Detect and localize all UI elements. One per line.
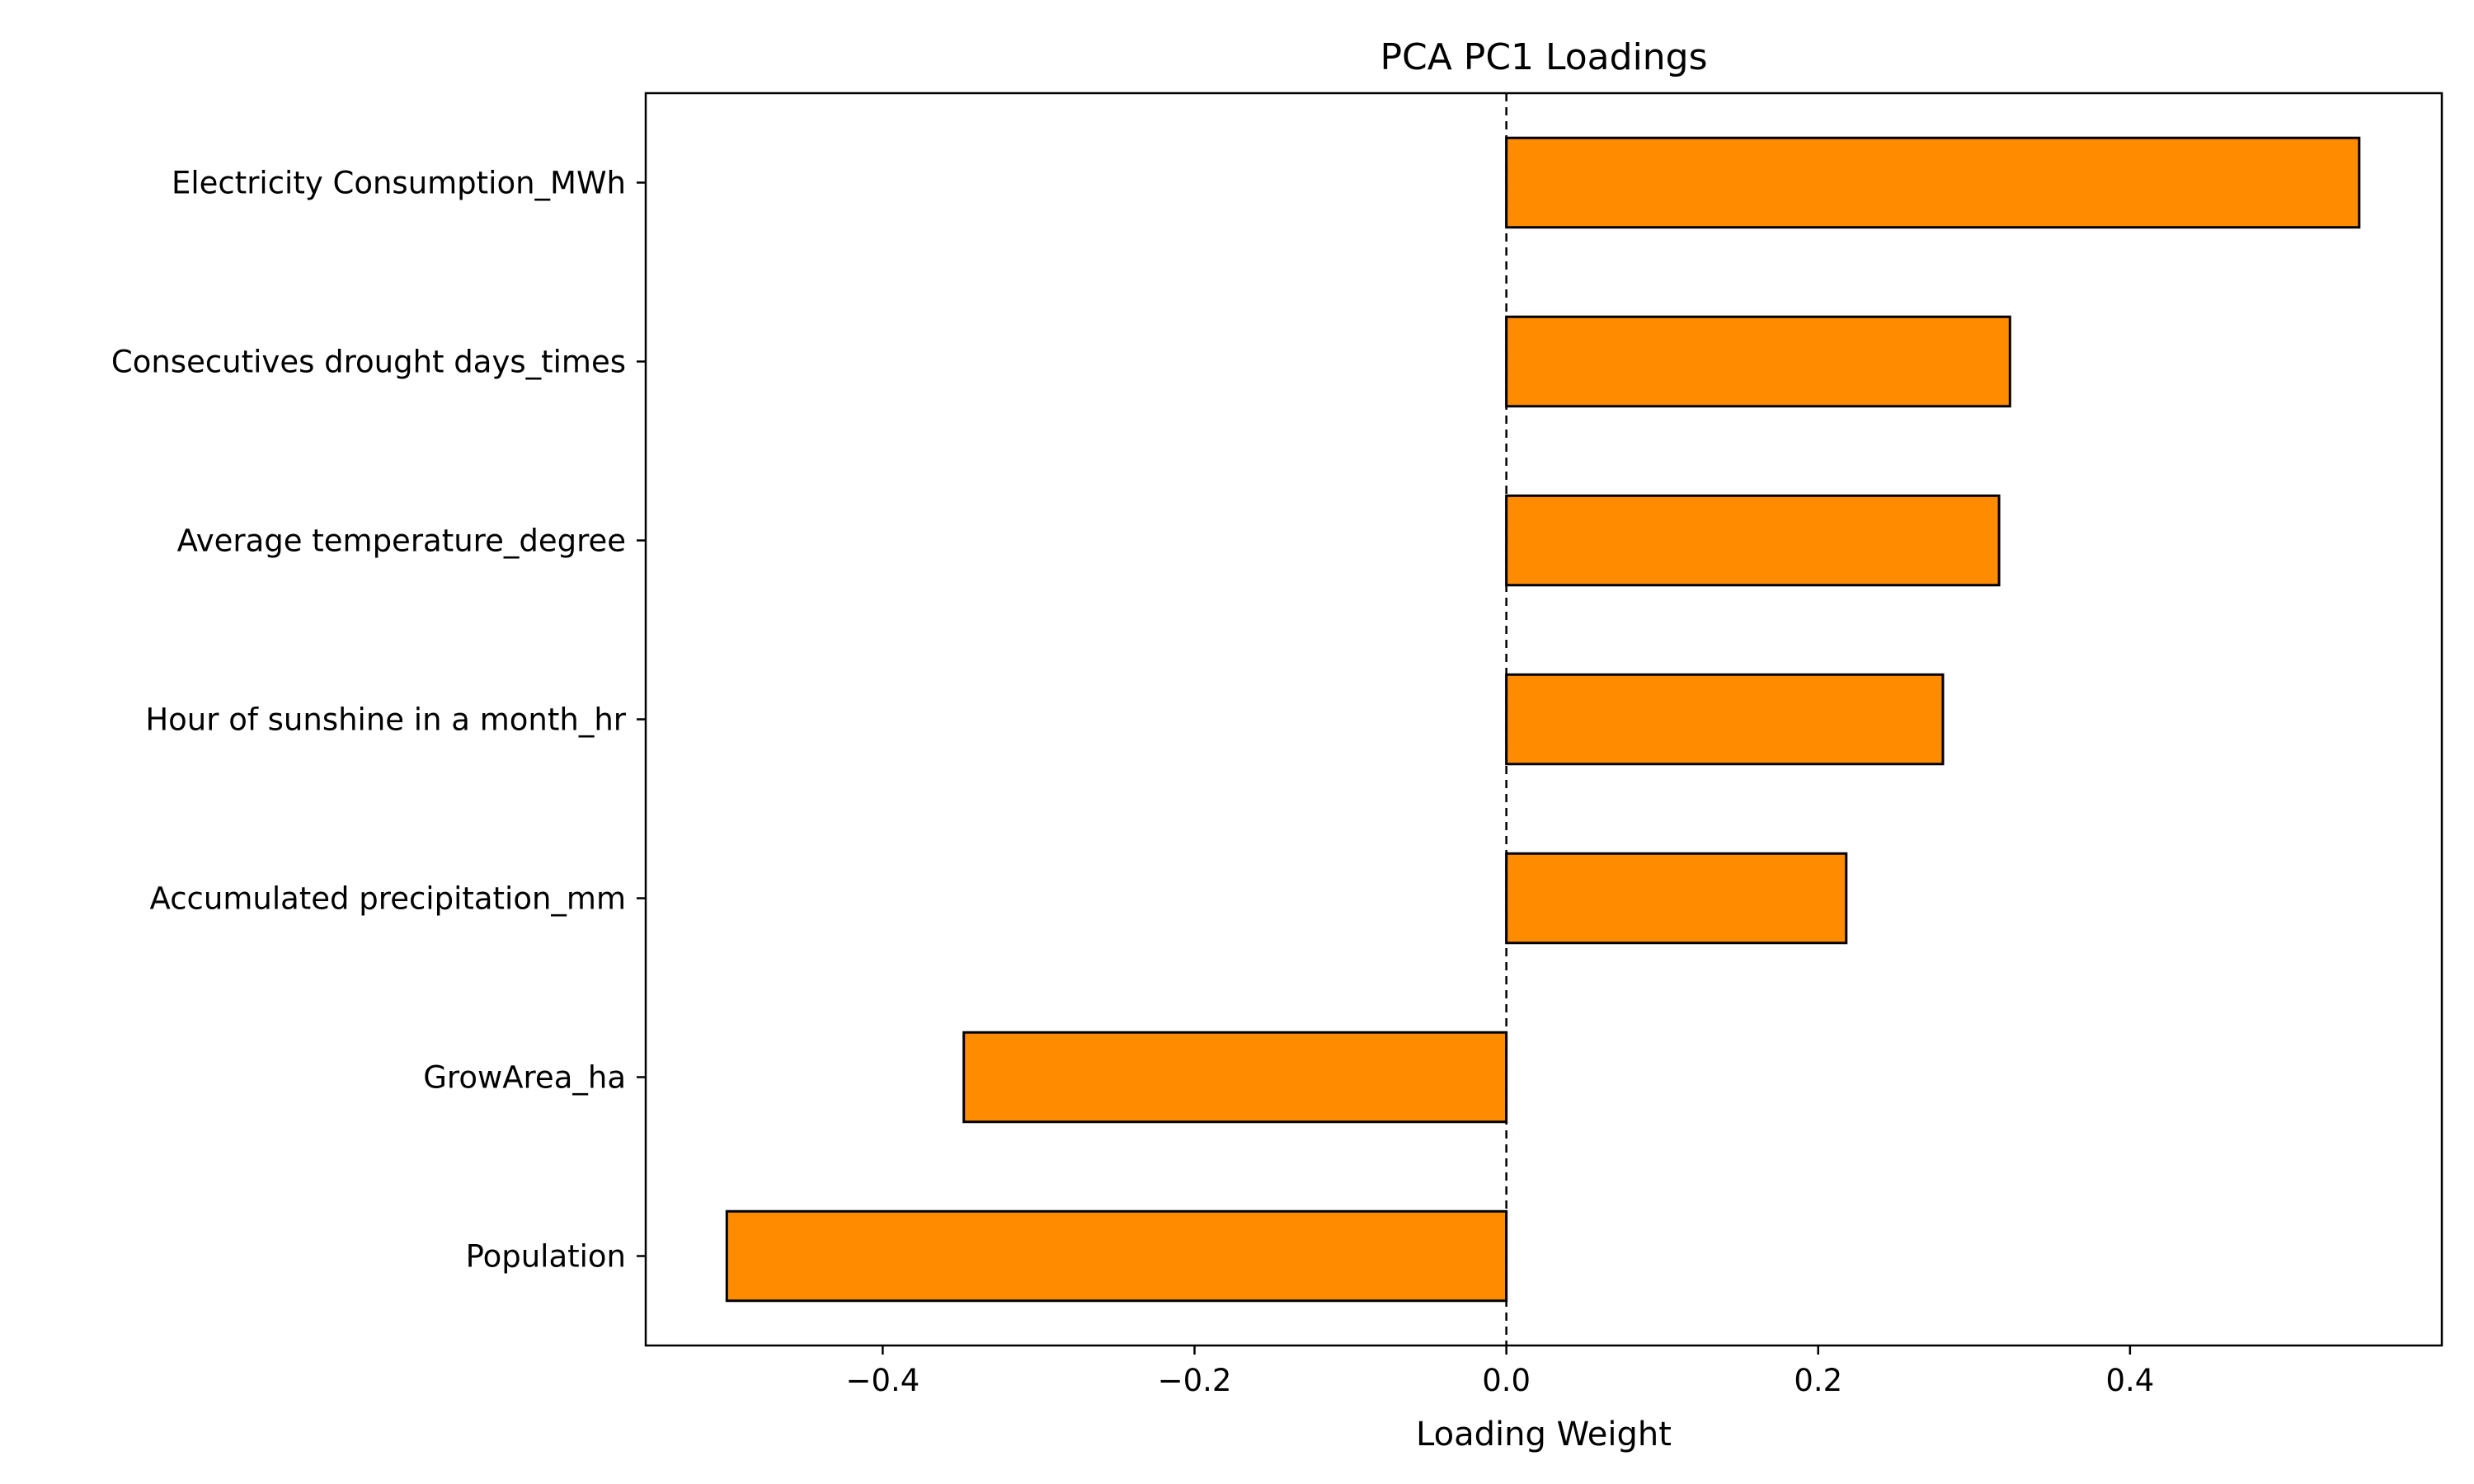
- bars-group: [725, 136, 2361, 1303]
- y-tick-label: Electricity Consumption_MWh: [172, 166, 626, 201]
- bar-3: [1505, 673, 1945, 766]
- bar-4: [1505, 852, 1848, 945]
- x-axis: −0.4 −0.2 0.0 0.2 0.4: [845, 1345, 2154, 1398]
- y-tick-label: Hour of sunshine in a month_hr: [145, 702, 626, 738]
- x-axis-label: Loading Weight: [1416, 1416, 1672, 1453]
- x-tick-label: −0.4: [845, 1363, 920, 1398]
- y-axis: Electricity Consumption_MWh Consecutives …: [111, 166, 646, 1275]
- x-tick-label: −0.2: [1158, 1363, 1232, 1398]
- x-tick-label: 0.4: [2105, 1363, 2154, 1398]
- bar-0: [1505, 136, 2361, 229]
- y-tick-label: Average temperature_degree: [177, 524, 626, 559]
- chart-title: PCA PC1 Loadings: [1380, 36, 1707, 78]
- bar-1: [1505, 315, 2011, 408]
- y-tick-label: Accumulated precipitation_mm: [150, 881, 626, 917]
- x-tick-label: 0.2: [1794, 1363, 1842, 1398]
- bar-2: [1505, 494, 2001, 587]
- bar-5: [962, 1031, 1508, 1124]
- x-tick-label: 0.0: [1482, 1363, 1531, 1398]
- y-tick-label: Consecutives drought days_times: [111, 345, 626, 380]
- bar-6: [725, 1209, 1508, 1303]
- y-tick-label: GrowArea_ha: [423, 1060, 626, 1096]
- y-tick-label: Population: [466, 1239, 626, 1275]
